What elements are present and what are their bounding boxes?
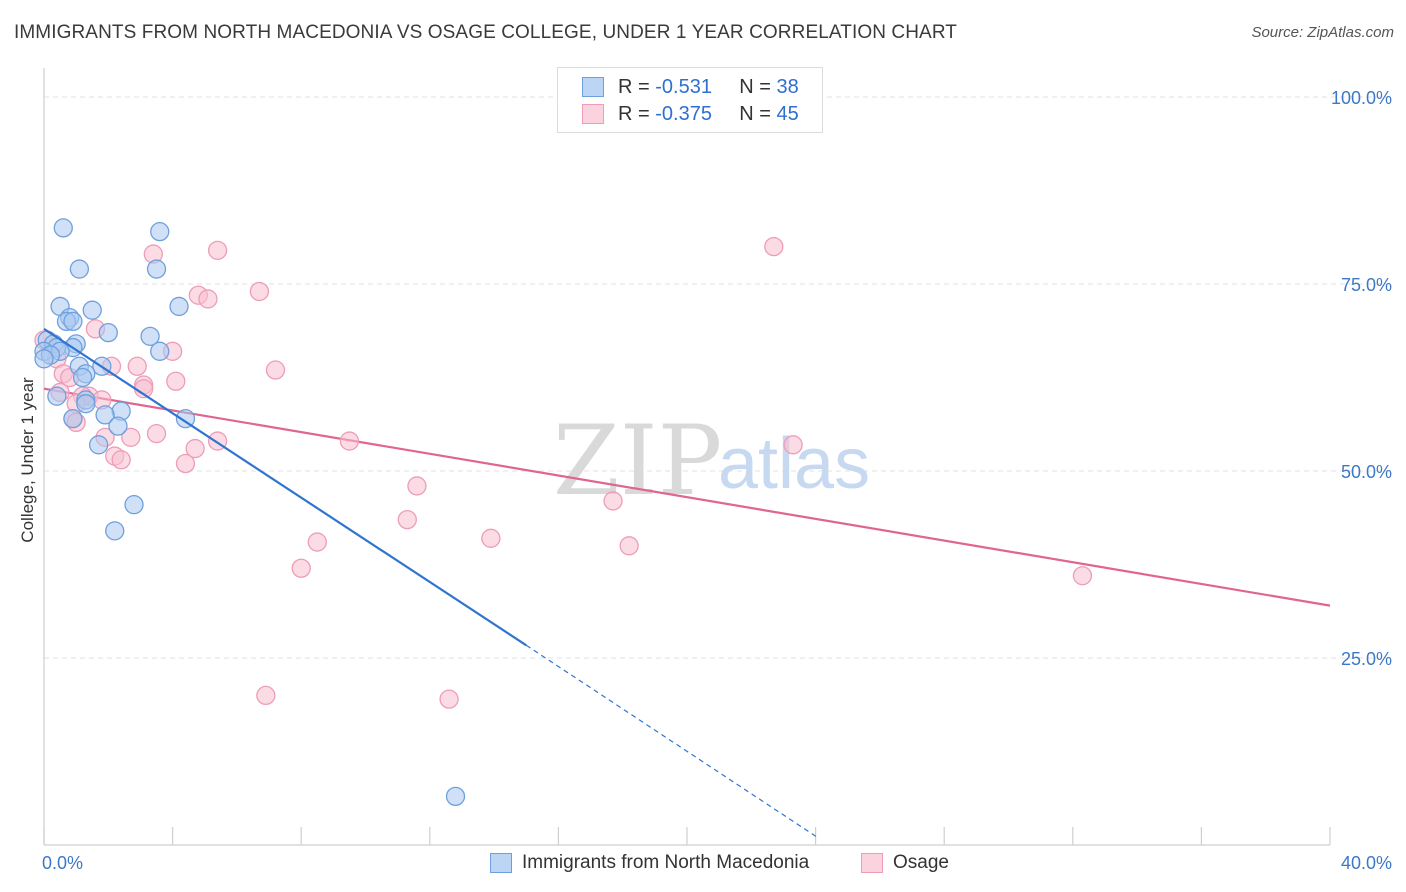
chart-title: IMMIGRANTS FROM NORTH MACEDONIA VS OSAGE… bbox=[14, 22, 958, 43]
legend-r-label: R = bbox=[618, 75, 650, 98]
tick-labels: 100.0% 75.0% 50.0% 25.0% 0.0% 40.0% bbox=[42, 88, 1392, 873]
data-point bbox=[150, 341, 170, 361]
grid-lines bbox=[44, 96, 1392, 659]
data-point bbox=[150, 221, 170, 242]
trend-line bbox=[43, 387, 1331, 607]
axes bbox=[43, 68, 1331, 846]
series-legend-item-osage[interactable]: Osage bbox=[861, 852, 949, 874]
data-point bbox=[169, 296, 189, 317]
data-point bbox=[619, 536, 639, 556]
trend-line bbox=[43, 327, 527, 647]
data-point bbox=[89, 435, 109, 455]
series-legend-label: Immigrants from North Macedonia bbox=[522, 852, 810, 873]
y-tick-label: 75.0% bbox=[1341, 275, 1392, 295]
data-point bbox=[127, 356, 147, 376]
data-point bbox=[198, 289, 218, 309]
y-tick-label: 100.0% bbox=[1331, 88, 1392, 108]
legend-n-label: N = bbox=[739, 102, 771, 125]
data-point bbox=[207, 240, 228, 260]
data-point bbox=[140, 326, 160, 347]
legend-row-osage: R = -0.375 N = 45 bbox=[582, 102, 799, 126]
y-tick-label: 25.0% bbox=[1341, 649, 1392, 669]
trend-line-extension bbox=[525, 644, 820, 839]
data-point bbox=[175, 453, 196, 474]
points-north-macedonia bbox=[34, 218, 466, 807]
series-legend-label: Osage bbox=[893, 852, 949, 873]
series-swatch-pink bbox=[861, 853, 883, 873]
data-point bbox=[98, 322, 118, 343]
series-legend-item-north-macedonia[interactable]: Immigrants from North Macedonia bbox=[490, 852, 809, 874]
x-tick-label: 0.0% bbox=[42, 853, 83, 873]
data-point bbox=[249, 281, 270, 302]
data-point bbox=[63, 408, 83, 429]
legend-swatch-blue bbox=[582, 77, 604, 97]
data-point bbox=[76, 394, 96, 414]
data-point bbox=[307, 532, 327, 552]
data-point bbox=[764, 236, 784, 257]
source-credit: Source: ZipAtlas.com bbox=[1251, 24, 1394, 41]
data-point bbox=[95, 405, 115, 425]
data-point bbox=[82, 300, 102, 320]
data-point bbox=[72, 367, 93, 388]
data-point bbox=[439, 689, 459, 709]
x-tick-label: 40.0% bbox=[1341, 853, 1392, 873]
watermark-zip: ZIP bbox=[553, 405, 722, 517]
trend-lines-osage bbox=[43, 387, 1331, 607]
legend-n-value: 45 bbox=[776, 102, 799, 125]
data-point bbox=[185, 438, 205, 459]
series-swatch-blue bbox=[490, 853, 512, 873]
y-tick-label: 50.0% bbox=[1341, 462, 1392, 482]
legend-row-north-macedonia: R = -0.531 N = 38 bbox=[582, 75, 799, 99]
data-point bbox=[256, 685, 276, 706]
data-point bbox=[265, 360, 286, 380]
data-point bbox=[108, 416, 128, 436]
data-point bbox=[397, 509, 417, 530]
data-point bbox=[783, 435, 803, 455]
data-point bbox=[63, 311, 83, 332]
data-point bbox=[105, 521, 125, 541]
data-point bbox=[53, 218, 73, 238]
data-point bbox=[146, 423, 167, 444]
data-point bbox=[166, 371, 186, 391]
trend-lines-north-macedonia bbox=[43, 327, 820, 839]
legend-r-value: -0.531 bbox=[655, 75, 712, 98]
series-legend: Immigrants from North Macedonia Osage bbox=[0, 852, 1406, 878]
data-point bbox=[291, 558, 311, 578]
data-point bbox=[407, 476, 427, 496]
data-point bbox=[121, 427, 141, 447]
correlation-legend: R = -0.531 N = 38 R = -0.375 N = 45 bbox=[557, 67, 823, 133]
legend-r-label: R = bbox=[618, 102, 650, 125]
data-point bbox=[69, 259, 90, 279]
legend-n-label: N = bbox=[739, 75, 771, 98]
data-point bbox=[603, 491, 623, 511]
data-point bbox=[34, 349, 54, 369]
legend-swatch-pink bbox=[582, 104, 604, 124]
data-point bbox=[47, 386, 67, 406]
data-point bbox=[445, 786, 466, 807]
data-point bbox=[1072, 566, 1093, 586]
data-point bbox=[339, 431, 360, 451]
data-point bbox=[175, 408, 196, 429]
legend-r-value: -0.375 bbox=[655, 102, 712, 125]
data-point bbox=[146, 259, 167, 279]
legend-n-value: 38 bbox=[776, 75, 799, 98]
data-point bbox=[111, 450, 131, 470]
data-point bbox=[481, 528, 501, 548]
data-point bbox=[124, 495, 144, 515]
